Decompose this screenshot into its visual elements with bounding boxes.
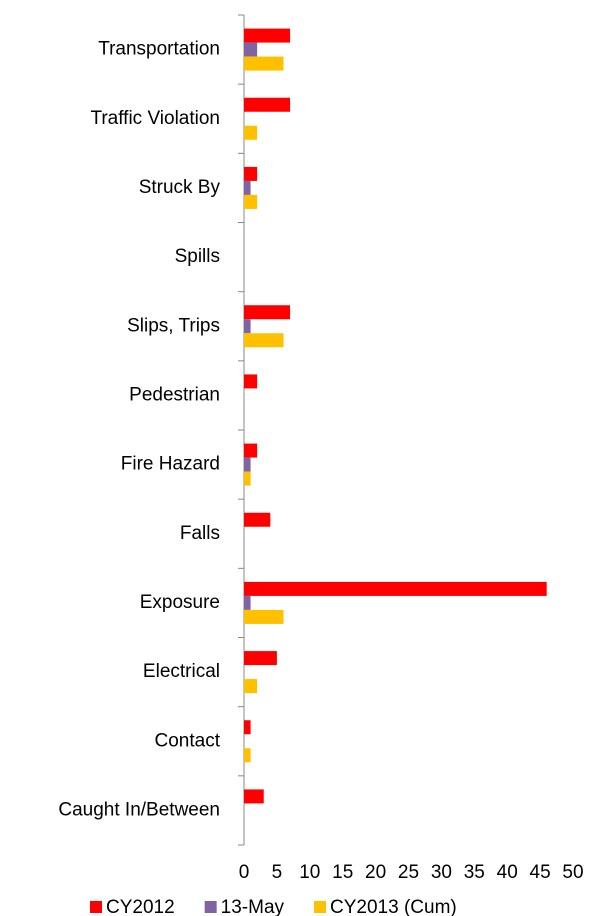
- bar: [244, 166, 258, 181]
- x-tick-label: 40: [497, 862, 518, 883]
- x-tick-label: 45: [530, 862, 551, 883]
- y-tick-label: Contact: [155, 730, 221, 751]
- bar: [244, 125, 258, 140]
- legend-label: CY2013 (Cum): [330, 897, 457, 916]
- bar: [244, 194, 258, 209]
- y-tick-label: Struck By: [139, 177, 221, 198]
- legend-label: 13-May: [221, 897, 285, 916]
- bar: [244, 42, 258, 57]
- x-tick-label: 25: [398, 862, 419, 883]
- y-tick-label: Exposure: [140, 592, 220, 613]
- bar: [244, 720, 251, 735]
- bar: [244, 28, 291, 43]
- bar: [244, 748, 251, 763]
- bar: [244, 679, 258, 694]
- bar: [244, 595, 251, 610]
- bar: [244, 651, 277, 666]
- bar: [244, 457, 251, 472]
- x-tick-label: 30: [431, 862, 452, 883]
- bar: [244, 789, 264, 804]
- y-tick-label: Pedestrian: [129, 384, 220, 405]
- legend-swatch: [204, 901, 217, 913]
- x-tick-label: 0: [239, 862, 250, 883]
- y-tick-label: Traffic Violation: [90, 108, 220, 129]
- y-tick-label: Fire Hazard: [121, 454, 220, 475]
- y-tick-label: Spills: [175, 246, 220, 267]
- y-tick-label: Electrical: [143, 661, 220, 682]
- bar: [244, 609, 284, 624]
- x-tick-label: 10: [299, 862, 320, 883]
- x-tick-label: 35: [464, 862, 485, 883]
- bar: [244, 97, 291, 112]
- y-tick-label: Falls: [180, 523, 220, 544]
- legend-swatch: [90, 901, 102, 913]
- bar: [244, 374, 258, 389]
- bar: [244, 443, 258, 458]
- y-tick-label: Caught In/Between: [58, 799, 220, 820]
- x-tick-label: 15: [332, 862, 353, 883]
- y-tick-label: Slips, Trips: [127, 315, 220, 336]
- bar: [244, 581, 547, 596]
- legend-swatch: [314, 901, 327, 913]
- bar: [244, 512, 271, 527]
- bar: [244, 180, 251, 195]
- x-tick-label: 50: [562, 862, 583, 883]
- bar: [244, 333, 284, 348]
- x-tick-label: 5: [272, 862, 283, 883]
- bar: [244, 305, 291, 320]
- bar: [244, 319, 251, 334]
- legend-label: CY2012: [106, 897, 175, 916]
- bar: [244, 471, 251, 486]
- x-tick-label: 20: [365, 862, 386, 883]
- y-tick-label: Transportation: [98, 39, 220, 60]
- bar: [244, 56, 284, 71]
